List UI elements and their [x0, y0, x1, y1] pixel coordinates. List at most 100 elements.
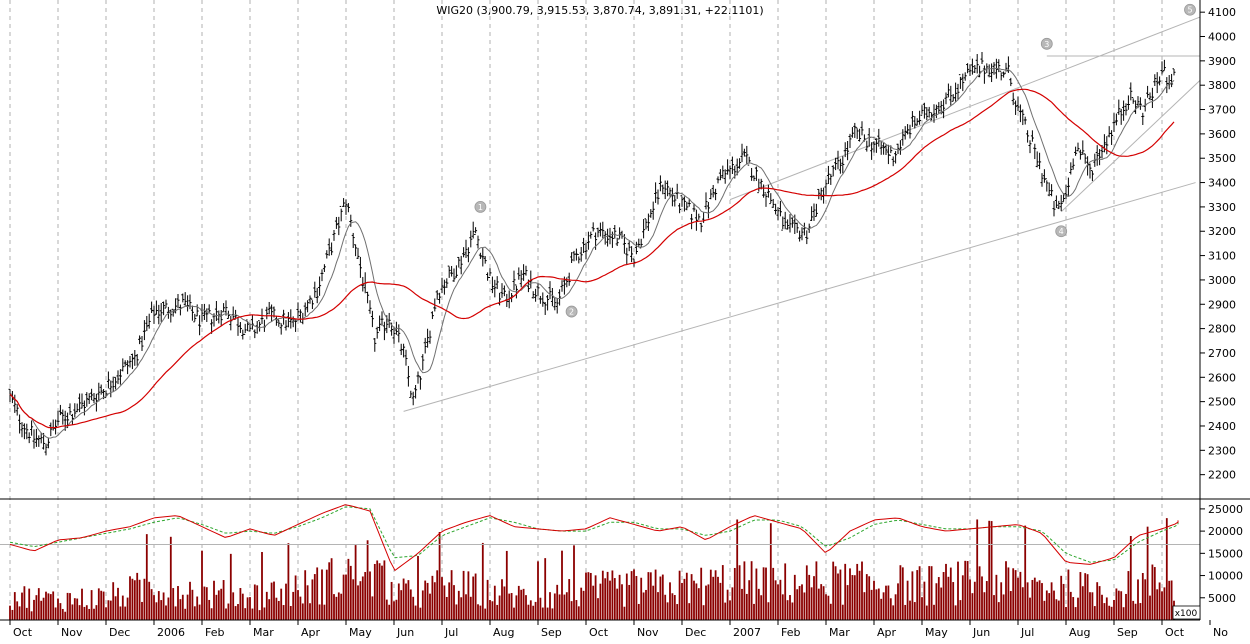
volume-bar	[1029, 597, 1031, 620]
price-bar	[961, 73, 965, 92]
volume-bar	[738, 565, 741, 620]
price-bar	[555, 298, 559, 314]
volume-bar	[508, 593, 511, 620]
volume-bar	[767, 602, 770, 620]
volume-bar	[868, 576, 871, 620]
price-bar	[181, 293, 185, 303]
x-tick-label: Apr	[301, 626, 321, 639]
volume-bar	[11, 609, 14, 620]
price-bar	[1009, 77, 1013, 87]
volume-bar	[1151, 564, 1154, 620]
volume-bar	[882, 592, 885, 620]
volume-bar	[121, 595, 124, 620]
volume-bar	[309, 603, 311, 620]
price-bar	[730, 156, 734, 175]
price-bar	[634, 241, 638, 255]
price-bar	[190, 305, 194, 321]
price-bar	[848, 133, 852, 149]
x-tick-label: May	[349, 626, 372, 639]
volume-bar	[858, 570, 861, 620]
volume-bar	[1165, 518, 1168, 620]
price-bar	[704, 192, 708, 210]
volume-bar	[352, 579, 355, 620]
price-bar	[44, 443, 48, 456]
price-bar	[637, 238, 641, 247]
price-bar	[178, 304, 182, 316]
price-bar	[658, 175, 662, 192]
volume-bar	[837, 573, 839, 620]
volume-unit-label: x100	[1175, 609, 1198, 619]
price-bar	[330, 242, 334, 256]
price-bar	[901, 129, 905, 146]
volume-bar	[973, 581, 976, 620]
volume-bar	[258, 610, 261, 620]
y-tick-label: 2200	[1208, 469, 1236, 482]
price-bar	[802, 222, 806, 236]
volume-bar	[474, 573, 477, 620]
volume-bar	[601, 570, 604, 620]
price-bar	[1160, 61, 1164, 75]
volume-bar	[100, 590, 103, 620]
price-bar	[925, 107, 929, 121]
volume-bar	[599, 583, 602, 620]
volume-bar	[133, 580, 136, 620]
price-bar	[750, 167, 754, 181]
price-bar	[457, 256, 461, 268]
price-bar	[447, 265, 451, 278]
price-bar	[308, 295, 312, 304]
price-bar	[373, 338, 377, 352]
volume-bar	[277, 600, 280, 620]
price-bar	[49, 422, 53, 437]
volume-bar	[419, 607, 422, 620]
price-bar	[762, 184, 766, 198]
volume-bar	[705, 585, 707, 620]
volume-bar	[311, 579, 314, 620]
price-bar	[853, 122, 857, 138]
wave-marker: 4	[1055, 225, 1068, 238]
volume-bar	[359, 581, 362, 620]
volume-bar	[832, 561, 835, 620]
volume-bar	[971, 593, 974, 620]
price-bar	[1023, 116, 1027, 125]
volume-bar	[851, 575, 854, 620]
price-bar	[1021, 109, 1025, 126]
price-bar	[1153, 74, 1157, 87]
price-bar	[63, 410, 67, 431]
volume-bar	[340, 593, 343, 620]
price-bar	[289, 309, 293, 329]
price-bar	[246, 319, 250, 332]
volume-bar	[289, 606, 292, 620]
volume-bar	[429, 593, 431, 620]
volume-bar	[628, 584, 631, 620]
price-bar	[769, 193, 773, 205]
volume-bar	[145, 534, 148, 620]
price-bar	[682, 196, 686, 212]
price-bar	[752, 175, 756, 182]
y-tick-label: 4100	[1208, 6, 1236, 19]
volume-bar	[906, 580, 909, 620]
price-bar	[577, 254, 581, 264]
volume-bar	[741, 588, 743, 620]
price-bar	[603, 231, 607, 245]
volume-bar	[93, 608, 95, 620]
price-bar	[908, 124, 912, 139]
volume-bar	[630, 571, 633, 620]
volume-bar	[522, 588, 525, 620]
volume-bar	[76, 598, 79, 620]
volume-bar	[465, 594, 467, 620]
price-bar	[82, 400, 86, 416]
volume-bar	[1014, 570, 1017, 620]
volume-bar	[472, 576, 475, 620]
volume-bar	[822, 586, 825, 620]
x-tick-label: Nov	[61, 626, 83, 639]
volume-bar	[616, 588, 619, 620]
y-tick-label: 2900	[1208, 298, 1236, 311]
price-bar	[1107, 126, 1111, 138]
price-bar	[968, 64, 972, 76]
volume-bar	[863, 592, 866, 620]
price-bar	[546, 294, 550, 311]
x-tick-label: Jun	[972, 626, 990, 639]
price-bar	[392, 326, 396, 344]
price-bar	[219, 310, 223, 326]
volume-bar	[357, 585, 359, 620]
